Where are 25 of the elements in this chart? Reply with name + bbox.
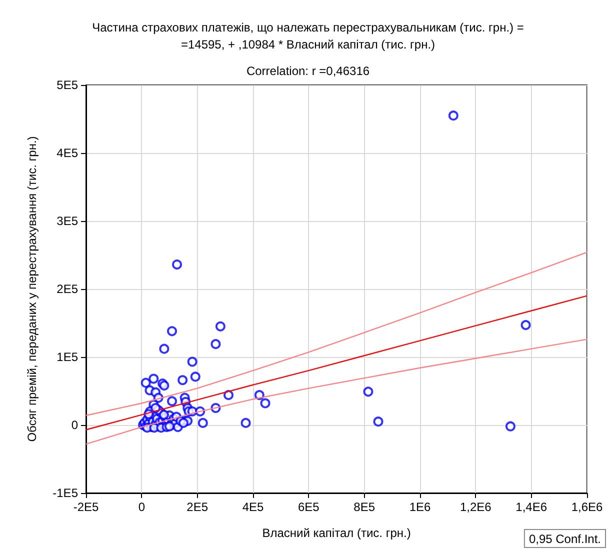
y-tick-label: 0: [71, 418, 78, 432]
y-tick-label: 2E5: [56, 282, 78, 296]
chart-subtitle: Correlation: r =0,46316: [246, 64, 370, 78]
text: 0,95 Conf.Int.: [528, 532, 601, 546]
x-tick-label: 8E5: [354, 500, 376, 514]
y-tick-label: 4E5: [56, 146, 78, 160]
line-series: [85, 295, 588, 430]
x-tick-label: 1,2E6: [460, 500, 492, 514]
y-tick-label: 5E5: [56, 78, 78, 92]
x-tick-label: 1E6: [409, 500, 431, 514]
x-tick-label: -2E5: [73, 500, 99, 514]
x-tick-label: 4E5: [242, 500, 264, 514]
x-tick-label: 1,6E6: [571, 500, 604, 514]
y-axis-title: Обсяг премій, переданих у перестрахування (тис. грн.): [25, 136, 39, 442]
x-axis-title: Власний капітал (тис. грн.): [262, 526, 411, 540]
line-series: [85, 252, 588, 416]
y-tick-label: 1E5: [56, 350, 78, 364]
x-tick-label: 2E5: [186, 500, 208, 514]
line-series: [85, 338, 588, 445]
x-tick-label: 0: [138, 500, 146, 514]
x-tick-label: 1,4E6: [516, 500, 548, 514]
y-tick-label: -1E5: [52, 486, 78, 500]
x-tick-label: 6E5: [298, 500, 320, 514]
y-tick-label: 3E5: [56, 214, 78, 228]
chart-title: Частина страхових платежів, що належать перестрахувальникам (тис. грн.) = =14595, + ,10984 * Власний капітал (тис. грн.): [92, 20, 524, 52]
